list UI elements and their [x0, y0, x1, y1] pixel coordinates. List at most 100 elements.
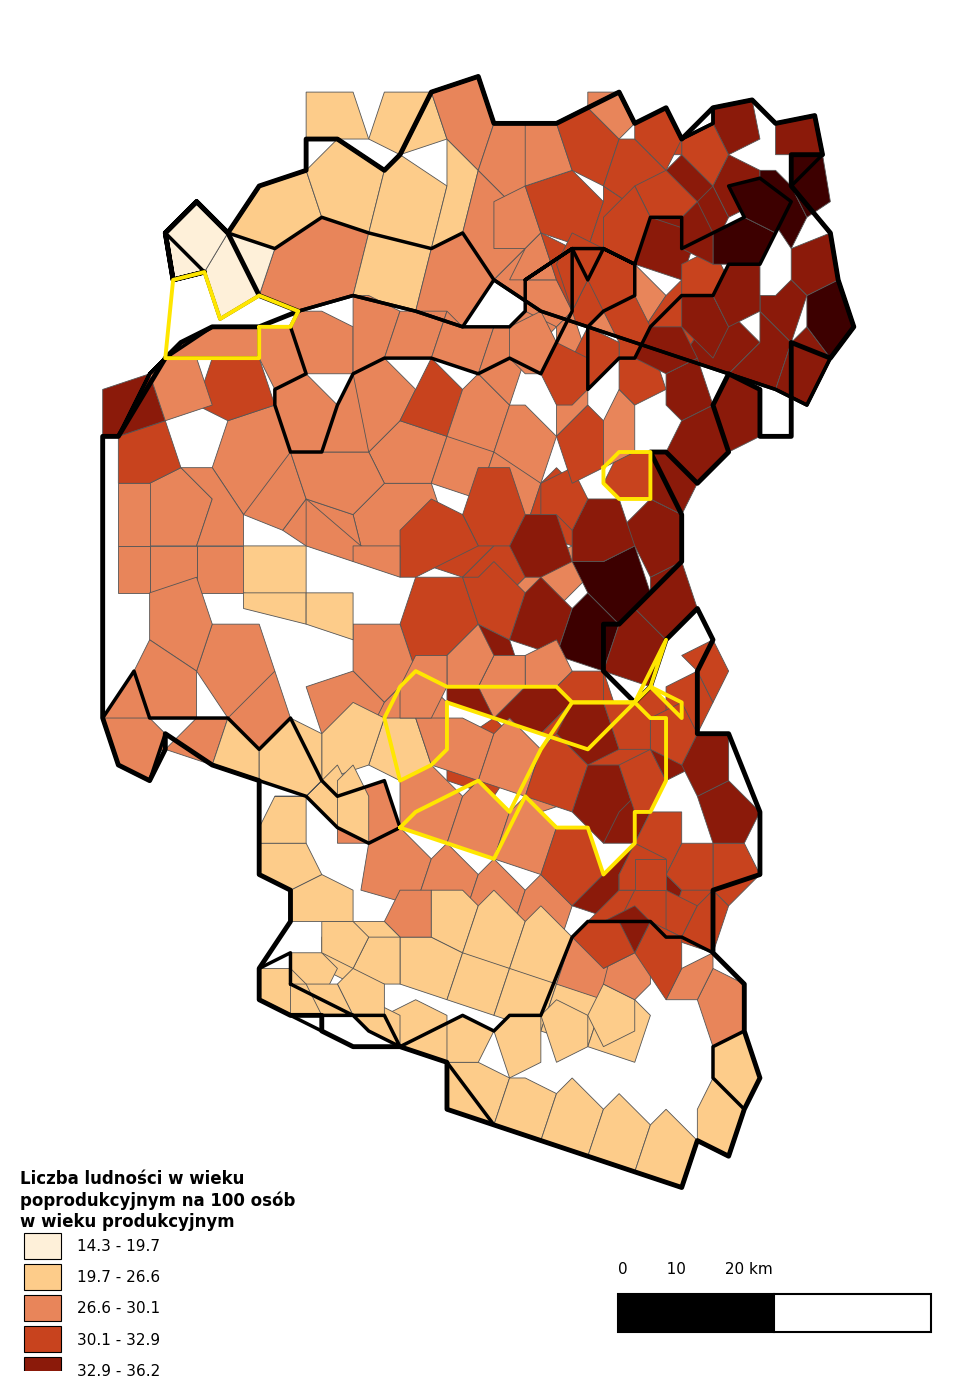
Polygon shape — [619, 843, 682, 938]
Polygon shape — [353, 546, 400, 578]
Polygon shape — [604, 921, 651, 1000]
Polygon shape — [682, 248, 729, 312]
Polygon shape — [698, 968, 744, 1047]
Polygon shape — [400, 938, 463, 1000]
Polygon shape — [619, 843, 666, 891]
Polygon shape — [321, 374, 384, 452]
FancyBboxPatch shape — [24, 1325, 61, 1352]
Polygon shape — [604, 608, 666, 687]
Polygon shape — [197, 359, 274, 421]
Polygon shape — [713, 155, 760, 217]
Polygon shape — [510, 546, 588, 608]
Polygon shape — [557, 233, 604, 312]
Polygon shape — [604, 138, 666, 217]
Text: 26.6 - 30.1: 26.6 - 30.1 — [77, 1302, 161, 1316]
Polygon shape — [604, 295, 651, 359]
Polygon shape — [166, 202, 228, 280]
Polygon shape — [698, 781, 760, 843]
Polygon shape — [400, 578, 478, 672]
Polygon shape — [713, 843, 760, 906]
Polygon shape — [353, 217, 431, 312]
Polygon shape — [478, 655, 525, 717]
Polygon shape — [729, 312, 791, 389]
Text: 14.3 - 19.7: 14.3 - 19.7 — [77, 1240, 160, 1255]
Polygon shape — [259, 796, 306, 843]
Polygon shape — [400, 655, 447, 717]
Polygon shape — [572, 843, 651, 921]
Polygon shape — [259, 717, 321, 796]
Polygon shape — [494, 1078, 557, 1141]
Polygon shape — [228, 170, 321, 248]
Polygon shape — [259, 843, 321, 891]
Polygon shape — [588, 91, 635, 138]
Polygon shape — [368, 672, 447, 765]
Polygon shape — [588, 717, 651, 796]
Polygon shape — [604, 389, 635, 468]
Polygon shape — [384, 891, 431, 938]
Polygon shape — [557, 108, 619, 186]
Polygon shape — [588, 687, 666, 765]
Polygon shape — [682, 202, 713, 265]
Polygon shape — [635, 1109, 698, 1187]
Polygon shape — [541, 828, 604, 906]
Polygon shape — [416, 843, 478, 921]
Polygon shape — [557, 672, 604, 702]
Polygon shape — [666, 953, 713, 1000]
Polygon shape — [525, 123, 572, 186]
Polygon shape — [463, 530, 541, 593]
Polygon shape — [384, 312, 447, 359]
Polygon shape — [525, 734, 588, 812]
Polygon shape — [557, 921, 619, 1000]
Polygon shape — [259, 327, 306, 389]
Polygon shape — [635, 108, 682, 155]
Polygon shape — [682, 734, 729, 796]
Polygon shape — [760, 280, 807, 342]
Text: Liczba ludności w wieku
poprodukcyjnym na 100 osób
w wieku produkcyjnym: Liczba ludności w wieku poprodukcyjnym n… — [20, 1170, 295, 1230]
Polygon shape — [588, 985, 651, 1062]
Polygon shape — [103, 672, 166, 765]
Polygon shape — [666, 404, 729, 483]
FancyBboxPatch shape — [24, 1357, 61, 1384]
Polygon shape — [557, 702, 619, 765]
Polygon shape — [619, 891, 666, 938]
FancyBboxPatch shape — [24, 1263, 61, 1289]
Polygon shape — [713, 265, 760, 327]
Polygon shape — [807, 280, 854, 359]
Polygon shape — [666, 359, 713, 421]
Polygon shape — [619, 342, 666, 404]
Polygon shape — [494, 1015, 541, 1078]
Polygon shape — [510, 578, 572, 655]
Polygon shape — [400, 765, 463, 843]
Polygon shape — [588, 265, 666, 342]
Polygon shape — [541, 1000, 588, 1062]
Polygon shape — [635, 561, 698, 640]
Polygon shape — [353, 483, 447, 561]
Polygon shape — [651, 717, 698, 781]
Polygon shape — [416, 499, 494, 578]
Polygon shape — [290, 874, 353, 921]
FancyBboxPatch shape — [617, 1294, 774, 1332]
Polygon shape — [290, 985, 321, 1015]
Polygon shape — [431, 421, 494, 499]
Polygon shape — [619, 843, 651, 906]
Polygon shape — [525, 170, 604, 248]
Polygon shape — [604, 186, 651, 265]
Polygon shape — [713, 1030, 760, 1109]
Polygon shape — [306, 593, 353, 640]
FancyBboxPatch shape — [24, 1295, 61, 1321]
Polygon shape — [134, 640, 197, 717]
Polygon shape — [541, 233, 588, 312]
Polygon shape — [416, 717, 494, 781]
Polygon shape — [321, 921, 368, 985]
Polygon shape — [729, 179, 791, 233]
Polygon shape — [619, 687, 682, 796]
Polygon shape — [682, 891, 713, 953]
Polygon shape — [103, 374, 166, 436]
Polygon shape — [619, 859, 666, 921]
Polygon shape — [447, 374, 510, 452]
Polygon shape — [713, 217, 775, 265]
Polygon shape — [635, 859, 666, 891]
Polygon shape — [541, 1078, 604, 1156]
Polygon shape — [572, 765, 635, 843]
Polygon shape — [494, 186, 541, 248]
